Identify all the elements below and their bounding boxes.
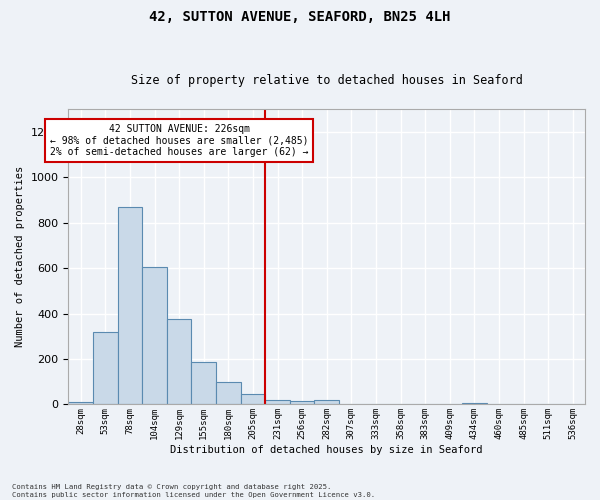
X-axis label: Distribution of detached houses by size in Seaford: Distribution of detached houses by size … <box>170 445 483 455</box>
Bar <box>290 401 314 404</box>
Bar <box>191 362 216 405</box>
Bar <box>167 319 191 404</box>
Bar <box>118 206 142 404</box>
Bar <box>142 267 167 404</box>
Text: Contains HM Land Registry data © Crown copyright and database right 2025.
Contai: Contains HM Land Registry data © Crown c… <box>12 484 375 498</box>
Title: Size of property relative to detached houses in Seaford: Size of property relative to detached ho… <box>131 74 523 87</box>
Bar <box>314 400 339 404</box>
Bar <box>462 402 487 404</box>
Bar <box>93 332 118 404</box>
Bar <box>265 400 290 404</box>
Y-axis label: Number of detached properties: Number of detached properties <box>15 166 25 348</box>
Bar <box>68 402 93 404</box>
Text: 42 SUTTON AVENUE: 226sqm
← 98% of detached houses are smaller (2,485)
2% of semi: 42 SUTTON AVENUE: 226sqm ← 98% of detach… <box>50 124 308 157</box>
Bar <box>216 382 241 404</box>
Bar <box>241 394 265 404</box>
Text: 42, SUTTON AVENUE, SEAFORD, BN25 4LH: 42, SUTTON AVENUE, SEAFORD, BN25 4LH <box>149 10 451 24</box>
